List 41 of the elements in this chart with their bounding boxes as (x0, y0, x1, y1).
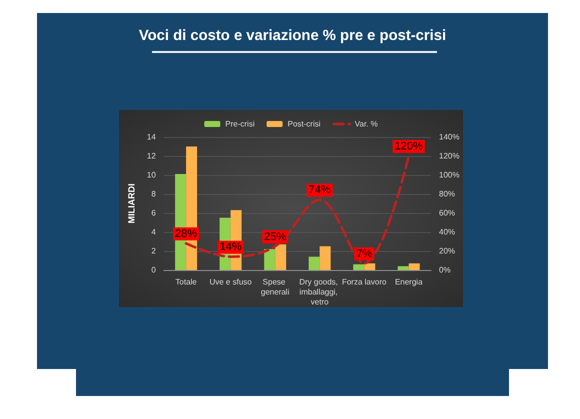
x-tick-label: Spese generali (260, 278, 290, 296)
bar (353, 264, 364, 270)
data-label: 120% (394, 140, 424, 152)
legend-label: Pre-crisi (225, 120, 255, 128)
bar (364, 263, 376, 270)
legend-label: Post-crisi (288, 120, 321, 128)
y2-tick-label: 0% (439, 266, 451, 274)
bar (308, 256, 320, 270)
y-tick-label: 12 (146, 152, 156, 160)
x-tick-label: Uve e sfuso (209, 278, 252, 286)
x-tick-label: Dry goods, imballaggi, vetro (299, 278, 340, 306)
y-tick-label: 6 (151, 208, 156, 218)
data-label: 7% (356, 248, 372, 260)
y-tick-label: 14 (146, 132, 156, 142)
bar (398, 266, 409, 270)
y2-tick-label: 60% (439, 208, 456, 218)
x-tick-label: Forza lavoro (342, 278, 387, 286)
x-tick-label: Totale (175, 278, 198, 286)
y2-tick-label: 100% (439, 170, 460, 180)
y-tick-label: 8 (151, 190, 156, 198)
bar (320, 246, 331, 270)
y-tick-label: 10 (146, 170, 156, 180)
y2-tick-label: 120% (439, 152, 460, 160)
legend-label: Var. % (354, 120, 378, 128)
chart-title: Voci di costo e variazione % pre e post-crisi (138, 28, 448, 44)
y2-tick-label: 80% (439, 190, 456, 198)
data-label: 25% (264, 230, 286, 243)
y-tick-label: 2 (151, 246, 156, 256)
y-tick-label: 4 (151, 228, 156, 236)
bar (275, 244, 286, 270)
bar (408, 263, 420, 270)
y2-tick-label: 40% (439, 228, 456, 236)
data-label: 14% (220, 241, 242, 254)
x-tick-label: Energia (394, 278, 424, 286)
y-axis-title: MILIARDI (126, 184, 136, 224)
data-label: 74% (308, 184, 331, 196)
y-tick-label: 0 (151, 266, 156, 274)
bar (264, 249, 276, 270)
y2-tick-label: 20% (439, 246, 456, 256)
data-label: 28% (175, 228, 198, 240)
y2-tick-label: 140% (439, 132, 460, 142)
